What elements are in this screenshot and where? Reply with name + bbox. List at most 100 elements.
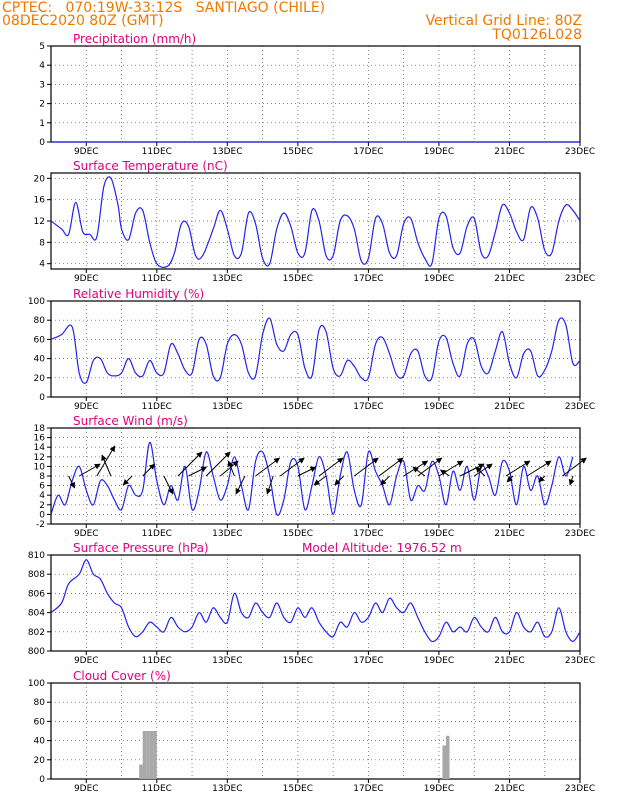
x-tick-label: 15DEC: [283, 656, 313, 666]
x-tick-label: 11DEC: [142, 402, 172, 412]
x-tick-label: 15DEC: [283, 529, 313, 539]
x-tick-label: 21DEC: [494, 147, 524, 157]
y-tick-label: 14: [34, 443, 46, 453]
x-tick-label: 11DEC: [142, 274, 172, 284]
x-tick-label: 11DEC: [142, 529, 172, 539]
x-tick-label: 21DEC: [494, 529, 524, 539]
y-tick-label: 2: [39, 100, 45, 110]
y-tick-label: 20: [34, 174, 46, 184]
wind-vector-arrow: [475, 466, 486, 477]
x-tick-label: 13DEC: [212, 784, 242, 794]
data-series-line: [50, 441, 574, 516]
x-tick-label: 17DEC: [353, 656, 383, 666]
y-tick-label: 80: [34, 698, 46, 708]
panel-frame: [50, 300, 581, 398]
y-tick-label: 808: [28, 570, 45, 580]
y-tick-label: 810: [28, 551, 45, 561]
y-tick-label: 0: [39, 775, 45, 785]
panel-title: Surface Pressure (hPa): [73, 541, 209, 555]
y-tick-label: 40: [34, 355, 46, 365]
wind-vector-arrow: [378, 457, 404, 477]
wind-vector-arrow: [505, 460, 531, 477]
x-tick-label: 9DEC: [74, 274, 99, 284]
wind-vector-arrow: [78, 463, 101, 477]
y-tick-label: 16: [34, 196, 46, 206]
wind-vector-arrow: [96, 445, 116, 477]
x-tick-label: 23DEC: [565, 274, 595, 284]
wind-vector-arrow: [219, 460, 239, 477]
x-tick-label: 17DEC: [353, 147, 383, 157]
x-tick-label: 15DEC: [283, 274, 313, 284]
x-tick-label: 19DEC: [424, 274, 454, 284]
y-tick-label: 20: [34, 756, 46, 766]
wind-vector-arrow: [380, 475, 390, 486]
x-tick-label: 13DEC: [212, 529, 242, 539]
y-tick-label: 804: [28, 609, 45, 619]
x-tick-label: 13DEC: [212, 656, 242, 666]
wind-vector-arrow: [412, 466, 426, 477]
x-tick-label: 17DEC: [353, 274, 383, 284]
x-tick-label: 19DEC: [424, 784, 454, 794]
y-tick-label: 2: [39, 501, 45, 511]
x-tick-label: 9DEC: [74, 147, 99, 157]
x-tick-label: 13DEC: [212, 402, 242, 412]
wind-vector-arrow: [205, 451, 231, 477]
x-tick-label: 15DEC: [283, 784, 313, 794]
panel-title: Relative Humidity (%): [73, 287, 204, 301]
y-tick-label: 18: [34, 424, 46, 434]
wind-vector-arrow: [538, 475, 546, 483]
x-tick-label: 23DEC: [565, 529, 595, 539]
y-tick-label: 12: [34, 217, 45, 227]
y-tick-label: 100: [28, 297, 45, 307]
header-date: 08DEC2020 80Z (GMT): [2, 13, 164, 29]
x-tick-label: 11DEC: [142, 656, 172, 666]
x-tick-label: 17DEC: [353, 529, 383, 539]
wind-vector-arrow: [177, 451, 203, 477]
wind-vector-arrow: [562, 457, 587, 477]
cloud-cover-bar: [442, 745, 446, 779]
x-tick-label: 23DEC: [565, 147, 595, 157]
y-tick-label: 100: [28, 679, 45, 689]
panel-title: Surface Temperature (nC): [73, 159, 228, 173]
panel-title: Precipitation (mm/h): [73, 32, 196, 46]
wind-vector-arrow: [526, 460, 552, 477]
panel-title: Cloud Cover (%): [73, 669, 171, 683]
x-tick-label: 17DEC: [353, 784, 383, 794]
wind-vector-arrow: [142, 463, 156, 477]
x-tick-label: 21DEC: [494, 784, 524, 794]
wind-vector-arrow: [235, 475, 246, 495]
x-tick-label: 15DEC: [283, 147, 313, 157]
x-tick-label: 21DEC: [494, 656, 524, 666]
y-tick-label: 3: [39, 80, 45, 90]
wind-vector-arrow: [227, 460, 235, 477]
x-tick-label: 19DEC: [424, 402, 454, 412]
x-tick-label: 23DEC: [565, 656, 595, 666]
x-tick-label: 9DEC: [74, 656, 99, 666]
x-tick-label: 13DEC: [212, 274, 242, 284]
wind-vector-arrow: [353, 457, 379, 477]
x-tick-label: 9DEC: [74, 784, 99, 794]
wind-vector-arrow: [459, 463, 485, 477]
y-tick-label: 4: [39, 491, 45, 501]
y-tick-label: 80: [34, 316, 46, 326]
y-tick-label: 4: [39, 61, 45, 71]
cloud-cover-bar: [153, 731, 157, 779]
y-tick-label: 60: [34, 335, 46, 345]
y-tick-label: 5: [39, 42, 45, 52]
x-tick-label: 9DEC: [74, 529, 99, 539]
header-model-id: TQ0126L028: [492, 27, 582, 43]
wind-vector-arrow: [417, 457, 443, 477]
x-tick-label: 17DEC: [353, 402, 383, 412]
cloud-cover-bar: [142, 731, 147, 779]
wind-vector-arrow: [255, 457, 281, 477]
x-tick-label: 21DEC: [494, 274, 524, 284]
data-series-line: [50, 176, 581, 268]
x-tick-label: 23DEC: [565, 402, 595, 412]
y-tick-label: 800: [28, 647, 45, 657]
header-grid-line: Vertical Grid Line: 80Z: [425, 13, 582, 29]
y-tick-label: -2: [36, 520, 45, 530]
cloud-cover-bar: [445, 735, 450, 779]
x-tick-label: 21DEC: [494, 402, 524, 412]
wind-vector-arrow: [279, 457, 305, 477]
